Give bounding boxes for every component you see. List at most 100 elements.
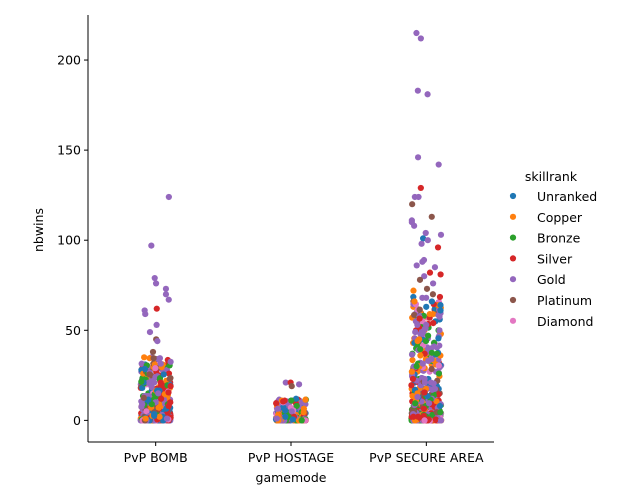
data-point: [138, 360, 145, 367]
data-point: [409, 201, 416, 208]
legend: skillrank Unranked Copper Bronze Silver Gold…: [509, 169, 597, 329]
data-point: [425, 400, 433, 407]
data-point: [431, 385, 439, 392]
data-point: [165, 296, 172, 303]
data-point: [289, 416, 296, 423]
legend-label: Copper: [537, 210, 583, 225]
data-point: [423, 303, 430, 310]
data-point: [412, 400, 419, 407]
data-point: [436, 327, 443, 334]
data-point: [155, 356, 162, 363]
legend-marker: [509, 255, 517, 262]
y-axis-label: nbwins: [31, 208, 46, 252]
data-point: [141, 354, 148, 361]
data-point: [409, 392, 416, 400]
data-point: [435, 335, 442, 342]
y-tick-label: 100: [57, 233, 81, 248]
x-axis-label: gamemode: [256, 470, 327, 485]
data-point: [417, 352, 424, 359]
data-point: [138, 378, 145, 385]
legend-marker: [509, 234, 517, 241]
data-point: [420, 235, 427, 242]
data-point: [295, 381, 303, 388]
data-point: [411, 311, 418, 319]
legend-marker: [509, 317, 517, 324]
data-point: [152, 280, 160, 287]
data-point: [411, 298, 418, 305]
data-point: [162, 285, 170, 292]
legend-label: Diamond: [537, 314, 593, 329]
data-point: [417, 184, 424, 192]
data-point: [431, 264, 439, 271]
data-point: [165, 389, 172, 396]
data-point: [417, 35, 424, 42]
y-tick-label: 50: [65, 323, 81, 338]
data-point: [146, 329, 154, 336]
data-point: [437, 271, 444, 278]
x-ticks: PvP BOMB PvP HOSTAGE PvP SECURE AREA: [124, 442, 484, 465]
data-point: [155, 404, 162, 411]
legend-label: Platinum: [537, 293, 592, 308]
data-point: [410, 287, 417, 294]
data-point: [151, 410, 158, 418]
data-point: [282, 379, 289, 386]
data-point: [437, 231, 445, 238]
data-point: [411, 222, 418, 229]
data-point: [434, 244, 442, 251]
data-point: [412, 329, 419, 336]
data-point: [414, 154, 422, 161]
data-point: [428, 365, 435, 373]
data-point: [288, 408, 295, 415]
data-point: [433, 350, 441, 357]
legend-label: Unranked: [537, 189, 597, 204]
data-point: [167, 358, 174, 365]
data-point: [413, 29, 420, 37]
data-point: [153, 321, 160, 328]
data-point: [158, 395, 165, 402]
data-point: [140, 394, 147, 401]
data-point: [138, 403, 145, 410]
data-point: [148, 383, 155, 391]
data-point: [418, 240, 425, 247]
data-point: [419, 258, 426, 265]
data-point: [437, 307, 444, 314]
legend-label: Gold: [537, 272, 566, 287]
data-point: [162, 291, 170, 298]
data-point: [151, 379, 158, 386]
data-point: [430, 343, 438, 350]
points-layer: [137, 29, 445, 424]
data-point: [425, 332, 432, 339]
data-point: [437, 409, 444, 416]
legend-marker: [509, 192, 517, 200]
data-point: [163, 415, 171, 422]
data-point: [436, 313, 443, 320]
data-point: [302, 396, 309, 403]
data-point: [426, 269, 434, 276]
data-point: [432, 416, 439, 423]
data-point: [414, 393, 421, 401]
data-point: [274, 405, 281, 412]
data-point: [435, 362, 442, 369]
legend-label: Silver: [537, 251, 573, 266]
data-point: [409, 356, 416, 364]
data-point: [165, 193, 172, 201]
data-point: [416, 276, 424, 283]
data-point: [410, 413, 417, 420]
data-point: [430, 319, 437, 327]
data-point: [143, 408, 150, 415]
data-point: [142, 415, 149, 422]
data-point: [292, 395, 300, 402]
y-ticks: 0 50 100 150 200: [57, 53, 88, 428]
data-point: [149, 348, 157, 356]
data-point: [428, 356, 435, 363]
data-point: [428, 298, 435, 305]
data-point: [435, 161, 442, 168]
data-point: [423, 321, 430, 328]
data-point: [436, 402, 444, 410]
data-point: [154, 338, 161, 345]
data-point: [166, 375, 173, 383]
legend-marker: [509, 276, 517, 283]
data-point: [420, 405, 428, 412]
y-tick-label: 200: [57, 53, 81, 68]
